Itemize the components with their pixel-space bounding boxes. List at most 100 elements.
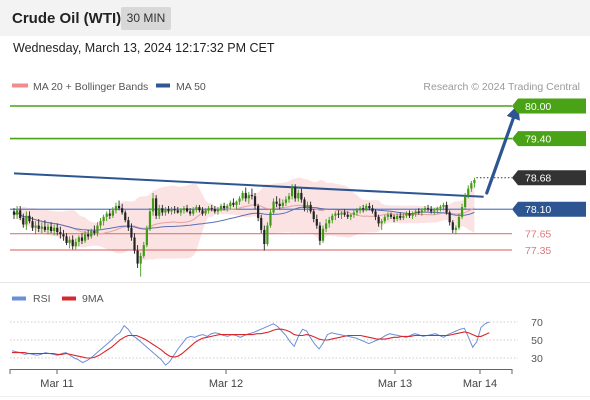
candle-body [362, 208, 365, 210]
candle-body [423, 208, 427, 211]
candle-body [433, 210, 436, 212]
candle-body [31, 221, 34, 228]
candle-body [68, 239, 71, 243]
level-label-77-65: 77.65 [525, 229, 551, 241]
level-tag-78-68 [512, 170, 586, 186]
candle-body [192, 209, 195, 214]
x-tick-label: Mar 14 [463, 378, 497, 390]
candle-body [90, 230, 93, 237]
legend-label-rsi: RSI [33, 293, 51, 305]
candle-body [386, 214, 389, 217]
candle-body [71, 239, 74, 247]
x-tick-label: Mar 11 [40, 378, 73, 390]
candle-body [124, 212, 127, 221]
candle-body [80, 237, 84, 241]
candle-body [127, 220, 130, 228]
candle-body [139, 255, 142, 264]
candle-body [43, 226, 46, 230]
rsi-tick-30: 30 [531, 353, 543, 365]
candle-body [473, 179, 476, 184]
candle-body [303, 199, 306, 209]
candle-body [349, 214, 352, 217]
candle-body [49, 226, 53, 231]
candle-body [28, 215, 31, 222]
candle-body [62, 234, 65, 237]
rsi-line [11, 321, 490, 366]
level-label-80-00: 80.00 [525, 101, 551, 113]
candle-body [331, 215, 334, 221]
candle-body [368, 205, 371, 209]
candle-body [189, 211, 192, 214]
candle-body [414, 211, 417, 214]
level-label-78-68: 78.68 [525, 173, 551, 185]
candle-body [223, 205, 226, 209]
candle-body [130, 227, 133, 238]
candle-body [439, 207, 442, 209]
candle-body [392, 216, 396, 220]
candle-body [201, 210, 204, 214]
ma50-line [13, 206, 475, 231]
candle-body [12, 211, 16, 215]
candle-body [346, 214, 349, 217]
candle-body [352, 212, 355, 215]
candle-body [324, 223, 328, 229]
candle-body [380, 221, 383, 224]
candle-body [37, 225, 40, 229]
candle-body [291, 187, 294, 197]
candle-body [250, 195, 254, 197]
candle-body [284, 199, 288, 203]
candle-body [213, 209, 216, 212]
candle-body [173, 209, 176, 211]
candle-body [343, 212, 346, 215]
candle-body [83, 234, 87, 241]
candle-body [176, 210, 179, 213]
candle-body [257, 205, 260, 218]
candle-body [226, 205, 229, 209]
candle-body [22, 217, 25, 225]
legend-swatch-9ma [62, 296, 76, 301]
candle-body [460, 207, 464, 217]
chart-header: Crude Oil (WTI) 30 MIN [0, 0, 590, 36]
candle-body [448, 212, 451, 223]
legend-label-bollinger: MA 20 + Bollinger Bands [33, 81, 148, 93]
candle-body [96, 225, 99, 234]
rsi-ma-line [12, 328, 490, 359]
timeframe-badge[interactable]: 30 MIN [121, 7, 171, 30]
candle-body [294, 187, 297, 199]
candle-body [396, 215, 399, 220]
candle-body [142, 245, 145, 256]
candle-body [315, 219, 318, 226]
candle-body [445, 204, 448, 213]
candle-body [99, 221, 102, 226]
candle-body [309, 204, 312, 212]
candle-body [420, 210, 423, 213]
candle-body [281, 202, 284, 206]
candle-body [185, 208, 189, 212]
candle-body [121, 208, 124, 213]
candle-body [442, 204, 445, 208]
candle-body [306, 204, 309, 209]
candle-body [408, 213, 411, 216]
candle-body [334, 213, 337, 216]
legend-label-ma50: MA 50 [176, 81, 206, 93]
candle-body [355, 210, 359, 213]
candle-body [411, 213, 414, 216]
candle-body [275, 201, 278, 204]
candle-body [402, 215, 405, 218]
trend-line [13, 172, 484, 198]
level-label-78-10: 78.10 [525, 204, 551, 216]
candle-body [383, 216, 386, 222]
candle-body [371, 208, 374, 212]
candle-body [337, 213, 340, 215]
candle-body [164, 209, 167, 213]
level-tag-78-10 [512, 201, 586, 217]
candle-body [247, 195, 250, 199]
candle-body [312, 211, 315, 220]
candle-body [182, 208, 186, 211]
candle-body [365, 205, 368, 210]
candle-body [19, 210, 22, 218]
candle-body [454, 227, 457, 230]
candle-body [25, 215, 28, 225]
x-tick-label: Mar 13 [378, 378, 412, 390]
